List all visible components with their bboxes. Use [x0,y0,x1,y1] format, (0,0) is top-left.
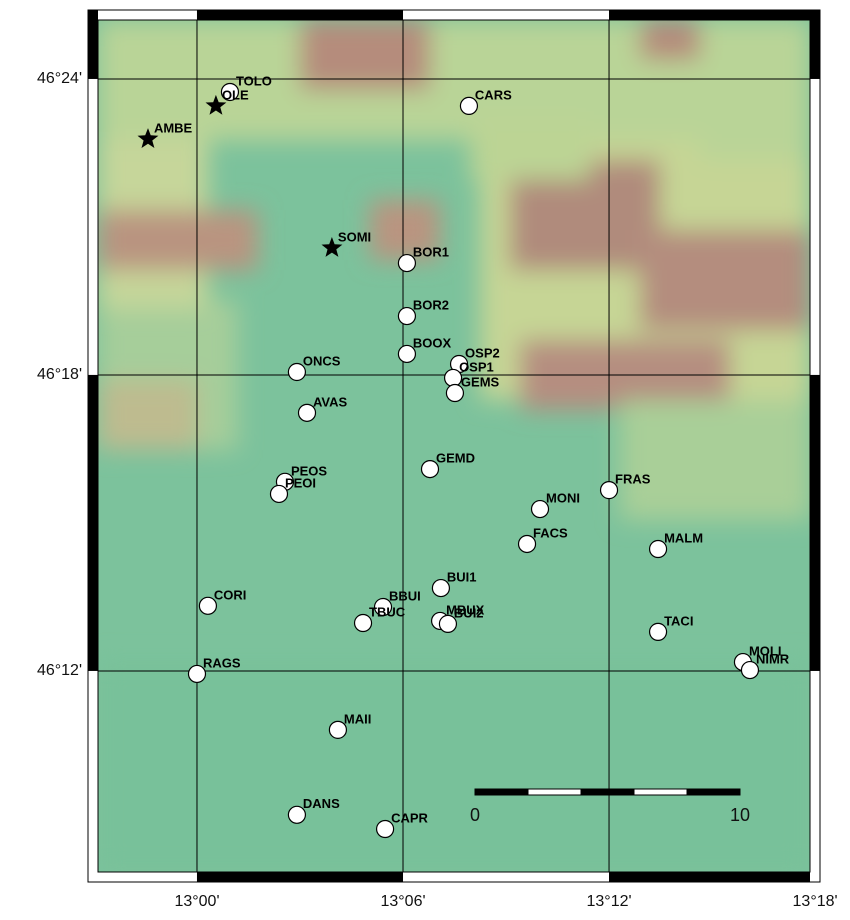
frame-segment [88,79,98,375]
scale-segment [581,789,634,795]
frame-segment [810,79,820,375]
frame-segment [197,872,403,882]
station-label: CAPR [391,810,428,825]
x-tick-label: 13°18' [793,893,838,910]
frame-segment [88,10,98,79]
station-label: BUI2 [454,605,484,620]
frame-segment [810,10,820,79]
station-label: TACI [664,613,693,628]
station-label: PEOI [285,475,316,490]
station-label: MALM [664,530,703,545]
station-label: OLE [222,87,249,102]
station-label: DANS [303,796,340,811]
station-label: BBUI [389,588,421,603]
frame-segment [403,872,609,882]
map: 010 TOLOOLEAMBECARSSOMIBOR1BOR2BOOXOSP2O… [0,0,850,920]
station-label: RAGS [203,655,241,670]
page: 010 TOLOOLEAMBECARSSOMIBOR1BOR2BOOXOSP2O… [0,0,850,920]
frame-segment [88,10,197,20]
scale-segment [634,789,687,795]
frame-segment [403,10,609,20]
station-label: ONCS [303,353,341,368]
x-tick-label: 13°00' [174,893,219,910]
y-tick-label: 46°18' [37,366,82,383]
station-label: TOLO [236,73,272,88]
station-label: FRAS [615,472,651,487]
scale-segment [528,789,581,795]
station-label: OSP2 [465,345,500,360]
x-tick-label: 13°06' [380,893,425,910]
terrain [98,20,810,872]
x-tick-label: 13°12' [587,893,632,910]
station-label: BOR2 [413,297,449,312]
station-label: MAII [344,711,371,726]
frame-segment [88,671,98,882]
station-label: BUI1 [447,570,477,585]
frame-segment [88,872,197,882]
station-label: CARS [475,87,512,102]
station-label: MONI [546,490,580,505]
station-label: OSP1 [459,359,494,374]
station-label: NIMR [756,652,790,667]
station-label: AVAS [313,394,348,409]
station-label: GEMS [461,374,500,389]
station-label: AMBE [154,120,193,135]
station-label: FACS [533,525,568,540]
frame-segment [810,375,820,671]
frame-segment [810,671,820,882]
station-label: CORI [214,587,247,602]
scale-segment [475,789,528,795]
station-label: BOR1 [413,245,449,260]
scale-label: 10 [730,805,750,825]
frame-segment [88,375,98,671]
scale-segment [687,789,740,795]
frame-segment [609,10,815,20]
station-label: BOOX [413,335,452,350]
y-tick-label: 46°24' [37,70,82,87]
station-label: SOMI [338,229,371,244]
frame-segment [609,872,815,882]
frame-segment [197,10,403,20]
y-tick-label: 46°12' [37,662,82,679]
station-label: GEMD [436,451,475,466]
station-label: TBUC [369,604,406,619]
scale-label: 0 [470,805,480,825]
